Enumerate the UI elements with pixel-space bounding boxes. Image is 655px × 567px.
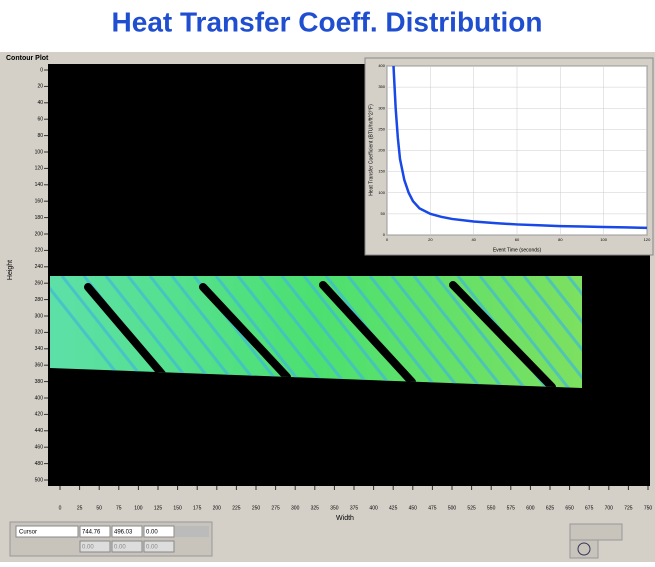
y-tick-label: 500: [35, 477, 44, 483]
inset-y-tick-label: 200: [378, 148, 385, 153]
x-tick-label: 550: [487, 505, 496, 511]
y-tick-label: 60: [37, 117, 43, 123]
inset-y-tick-label: 150: [378, 169, 385, 174]
x-tick-label: 100: [134, 505, 143, 511]
cursor-tools[interactable]: [175, 526, 209, 537]
x-tick-label: 325: [311, 505, 320, 511]
y-tick-label: 280: [35, 297, 44, 303]
x-tick-label: 650: [565, 505, 574, 511]
plot-label: Contour Plot: [6, 55, 49, 62]
page: Heat Transfer Coeff. Distribution Contou…: [0, 0, 655, 562]
y-tick-label: 240: [35, 264, 44, 270]
x-tick-label: 675: [585, 505, 594, 511]
cursor-name[interactable]: Cursor: [19, 530, 37, 536]
x-tick-label: 425: [389, 505, 398, 511]
x-tick-label: 275: [271, 505, 280, 511]
inset-y-tick-label: 100: [378, 190, 385, 195]
y-tick-label: 100: [35, 149, 44, 155]
cursor-field: 744.76: [82, 530, 101, 536]
cursor-field: 0.00: [82, 545, 94, 551]
inset-y-tick-label: 300: [378, 105, 385, 110]
y-tick-label: 20: [37, 84, 43, 90]
x-tick-label: 525: [467, 505, 476, 511]
y-tick-label: 340: [35, 346, 44, 352]
x-tick-label: 750: [644, 505, 653, 511]
x-tick-label: 225: [232, 505, 241, 511]
x-tick-label: 300: [291, 505, 300, 511]
y-tick-label: 460: [35, 445, 44, 451]
y-tick-label: 440: [35, 428, 44, 434]
inset-y-label: Heat Transfer Coefficient (BTU/hr/ft^2/°…: [368, 104, 374, 196]
inset-x-tick-label: 80: [558, 237, 563, 242]
x-tick-label: 200: [213, 505, 222, 511]
y-tick-label: 40: [37, 100, 43, 106]
y-axis-label: Height: [7, 260, 14, 280]
inset-y-tick-label: 350: [378, 84, 385, 89]
y-tick-label: 360: [35, 363, 44, 369]
x-tick-label: 500: [448, 505, 457, 511]
x-tick-label: 400: [369, 505, 378, 511]
x-tick-label: 450: [409, 505, 418, 511]
inset-x-label: Event Time (seconds): [493, 247, 542, 253]
y-tick-label: 420: [35, 412, 44, 418]
y-tick-label: 140: [35, 182, 44, 188]
x-tick-label: 600: [526, 505, 535, 511]
inset-y-tick-label: 250: [378, 126, 385, 131]
x-tick-label: 725: [624, 505, 633, 511]
x-tick-label: 350: [330, 505, 339, 511]
y-tick-label: 260: [35, 281, 44, 287]
x-axis-label: Width: [336, 515, 354, 522]
x-tick-label: 25: [77, 505, 83, 511]
cursor-field: 496.03: [114, 530, 133, 536]
x-tick-label: 700: [605, 505, 614, 511]
inset-x-tick-label: 60: [515, 237, 520, 242]
y-tick-label: 0: [40, 67, 43, 73]
cursor-field: 0.00: [114, 545, 126, 551]
graph-palette[interactable]: [570, 524, 622, 540]
y-tick-label: 300: [35, 313, 44, 319]
x-tick-label: 0: [59, 505, 62, 511]
inset-y-tick-label: 50: [381, 211, 386, 216]
screen: Heat Transfer Coeff. Distribution Contou…: [0, 0, 655, 562]
y-tick-label: 160: [35, 199, 44, 205]
inset-chart: Event Time (seconds) Heat Transfer Coeff…: [365, 58, 653, 255]
inset-x-tick-label: 40: [471, 237, 476, 242]
x-tick-label: 475: [428, 505, 437, 511]
x-tick-label: 575: [507, 505, 516, 511]
y-tick-label: 180: [35, 215, 44, 221]
inset-x-tick-label: 120: [644, 237, 651, 242]
x-tick-label: 375: [350, 505, 359, 511]
x-tick-label: 50: [96, 505, 102, 511]
y-tick-label: 120: [35, 166, 44, 172]
x-tick-label: 625: [546, 505, 555, 511]
y-tick-label: 220: [35, 248, 44, 254]
y-tick-label: 380: [35, 379, 44, 385]
x-tick-label: 75: [116, 505, 122, 511]
x-tick-label: 150: [173, 505, 182, 511]
x-tick-label: 175: [193, 505, 202, 511]
page-title: Heat Transfer Coeff. Distribution: [112, 6, 543, 37]
cursor-field: 0.00: [146, 530, 158, 536]
cursor-field: 0.00: [146, 545, 158, 551]
y-tick-label: 320: [35, 330, 44, 336]
inset-x-tick-label: 20: [428, 237, 433, 242]
inset-y-tick-label: 400: [378, 63, 385, 68]
x-tick-label: 250: [252, 505, 261, 511]
y-tick-label: 400: [35, 395, 44, 401]
inset-x-tick-label: 100: [600, 237, 607, 242]
y-tick-label: 200: [35, 231, 44, 237]
y-tick-label: 480: [35, 461, 44, 467]
y-tick-label: 80: [37, 133, 43, 139]
x-tick-label: 125: [154, 505, 163, 511]
